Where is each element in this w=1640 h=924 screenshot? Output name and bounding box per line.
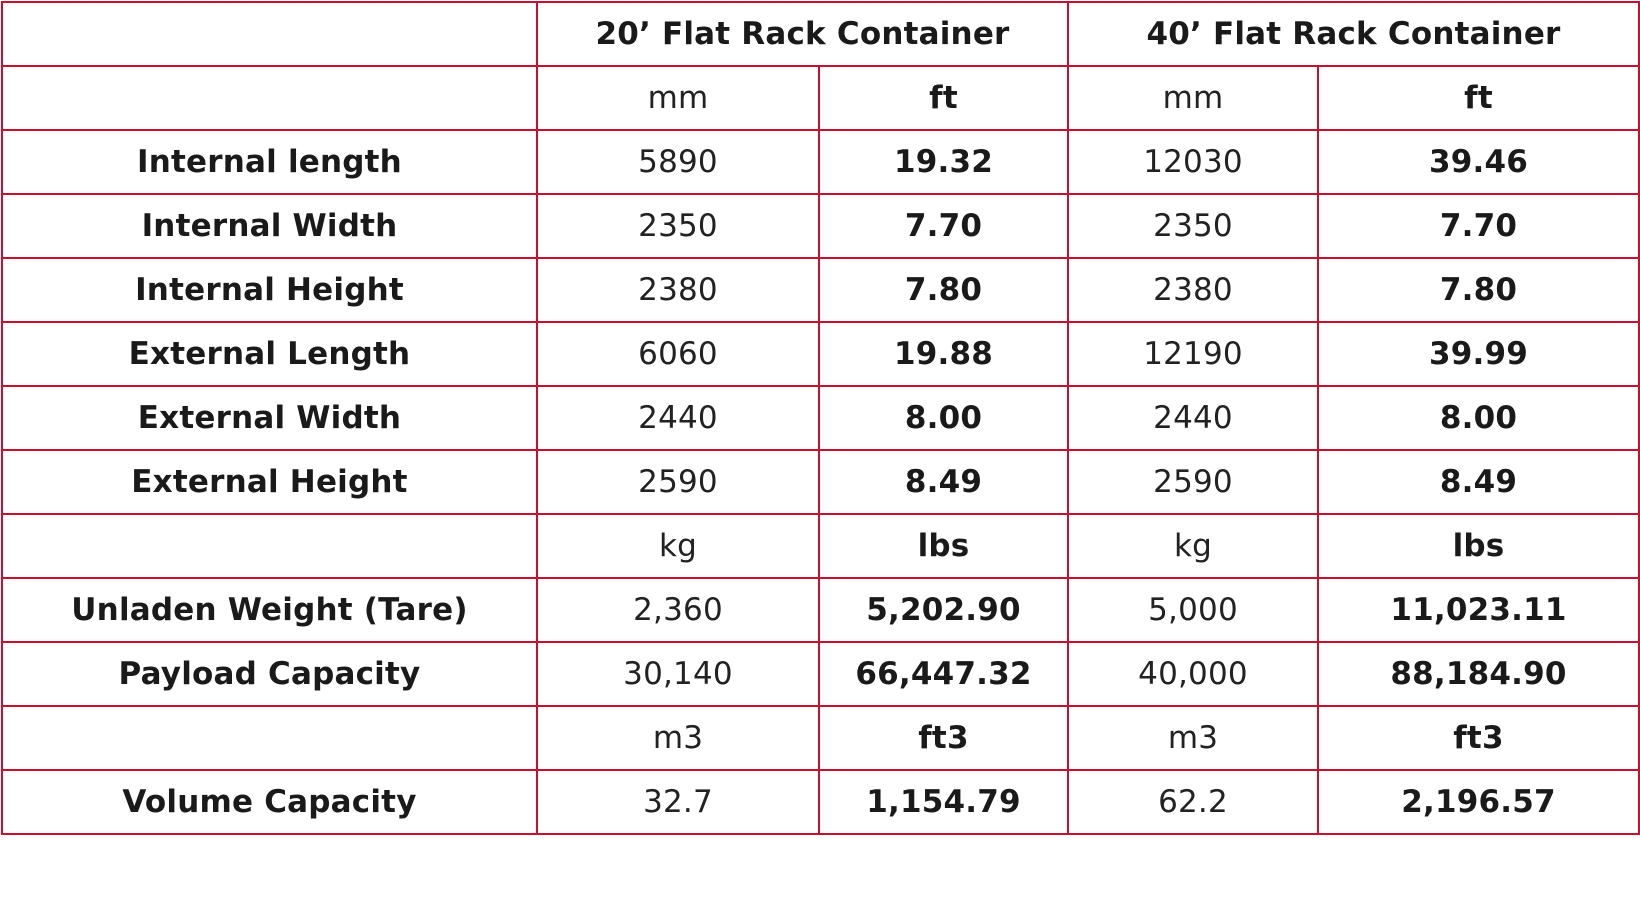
spec-table-body: 20’ Flat Rack Container 40’ Flat Rack Co… xyxy=(1,1,1640,835)
header-40ft-flat-rack: 40’ Flat Rack Container xyxy=(1067,1,1640,67)
value-40ft-metric: 2350 xyxy=(1067,193,1319,259)
unit-value-40ft-imperial: ft3 xyxy=(1317,705,1640,771)
table-row: Internal length 5890 19.32 12030 39.46 xyxy=(1,129,1640,195)
row-label: Internal Height xyxy=(1,257,538,323)
unit-value-20ft-imperial: ft xyxy=(818,65,1069,131)
value-20ft-imperial: 19.32 xyxy=(818,129,1069,195)
value-20ft-metric: 32.7 xyxy=(536,769,820,835)
value-20ft-metric: 2,360 xyxy=(536,577,820,643)
table-row: Unladen Weight (Tare) 2,360 5,202.90 5,000 1… xyxy=(1,577,1640,643)
table-row: External Length 6060 19.88 12190 39.99 xyxy=(1,321,1640,387)
value-20ft-metric: 30,140 xyxy=(536,641,820,707)
row-label: Payload Capacity xyxy=(1,641,538,707)
table-row: Payload Capacity 30,140 66,447.32 40,000 88,… xyxy=(1,641,1640,707)
unit-row-label xyxy=(1,513,538,579)
value-20ft-imperial: 7.80 xyxy=(818,257,1069,323)
row-label: Unladen Weight (Tare) xyxy=(1,577,538,643)
value-20ft-metric: 6060 xyxy=(536,321,820,387)
value-20ft-metric: 2440 xyxy=(536,385,820,451)
unit-value-40ft-imperial: lbs xyxy=(1317,513,1640,579)
unit-value-40ft-metric: m3 xyxy=(1067,705,1319,771)
value-20ft-metric: 2590 xyxy=(536,449,820,515)
value-20ft-imperial: 7.70 xyxy=(818,193,1069,259)
value-20ft-imperial: 5,202.90 xyxy=(818,577,1069,643)
value-40ft-metric: 2440 xyxy=(1067,385,1319,451)
flat-rack-spec-table: 20’ Flat Rack Container 40’ Flat Rack Co… xyxy=(1,1,1640,835)
row-label: Volume Capacity xyxy=(1,769,538,835)
header-row: 20’ Flat Rack Container 40’ Flat Rack Co… xyxy=(1,1,1640,67)
row-label: External Width xyxy=(1,385,538,451)
unit-value-20ft-metric: mm xyxy=(536,65,820,131)
value-40ft-imperial: 8.00 xyxy=(1317,385,1640,451)
value-40ft-imperial: 39.99 xyxy=(1317,321,1640,387)
value-20ft-metric: 5890 xyxy=(536,129,820,195)
row-label: Internal Width xyxy=(1,193,538,259)
value-40ft-imperial: 8.49 xyxy=(1317,449,1640,515)
value-20ft-imperial: 66,447.32 xyxy=(818,641,1069,707)
unit-row-label xyxy=(1,705,538,771)
unit-row: kg lbs kg lbs xyxy=(1,513,1640,579)
value-40ft-imperial: 88,184.90 xyxy=(1317,641,1640,707)
value-40ft-metric: 5,000 xyxy=(1067,577,1319,643)
value-40ft-imperial: 2,196.57 xyxy=(1317,769,1640,835)
unit-value-20ft-metric: kg xyxy=(536,513,820,579)
value-40ft-imperial: 39.46 xyxy=(1317,129,1640,195)
unit-value-20ft-metric: m3 xyxy=(536,705,820,771)
value-40ft-metric: 12190 xyxy=(1067,321,1319,387)
unit-value-40ft-imperial: ft xyxy=(1317,65,1640,131)
value-20ft-metric: 2350 xyxy=(536,193,820,259)
row-label: External Length xyxy=(1,321,538,387)
value-20ft-imperial: 19.88 xyxy=(818,321,1069,387)
unit-row: m3 ft3 m3 ft3 xyxy=(1,705,1640,771)
value-40ft-metric: 2590 xyxy=(1067,449,1319,515)
unit-row-label xyxy=(1,65,538,131)
table-row: Internal Width 2350 7.70 2350 7.70 xyxy=(1,193,1640,259)
value-40ft-imperial: 7.80 xyxy=(1317,257,1640,323)
unit-row: mm ft mm ft xyxy=(1,65,1640,131)
unit-value-40ft-metric: kg xyxy=(1067,513,1319,579)
table-row: Internal Height 2380 7.80 2380 7.80 xyxy=(1,257,1640,323)
value-40ft-metric: 62.2 xyxy=(1067,769,1319,835)
row-label: External Height xyxy=(1,449,538,515)
unit-value-40ft-metric: mm xyxy=(1067,65,1319,131)
value-20ft-metric: 2380 xyxy=(536,257,820,323)
value-20ft-imperial: 1,154.79 xyxy=(818,769,1069,835)
value-20ft-imperial: 8.49 xyxy=(818,449,1069,515)
table-row: External Width 2440 8.00 2440 8.00 xyxy=(1,385,1640,451)
row-label: Internal length xyxy=(1,129,538,195)
value-40ft-metric: 12030 xyxy=(1067,129,1319,195)
header-20ft-flat-rack: 20’ Flat Rack Container xyxy=(536,1,1069,67)
table-row: External Height 2590 8.49 2590 8.49 xyxy=(1,449,1640,515)
value-40ft-metric: 2380 xyxy=(1067,257,1319,323)
value-40ft-imperial: 7.70 xyxy=(1317,193,1640,259)
value-40ft-metric: 40,000 xyxy=(1067,641,1319,707)
table-row: Volume Capacity 32.7 1,154.79 62.2 2,196.57 xyxy=(1,769,1640,835)
value-20ft-imperial: 8.00 xyxy=(818,385,1069,451)
unit-value-20ft-imperial: ft3 xyxy=(818,705,1069,771)
corner-cell xyxy=(1,1,538,67)
unit-value-20ft-imperial: lbs xyxy=(818,513,1069,579)
value-40ft-imperial: 11,023.11 xyxy=(1317,577,1640,643)
